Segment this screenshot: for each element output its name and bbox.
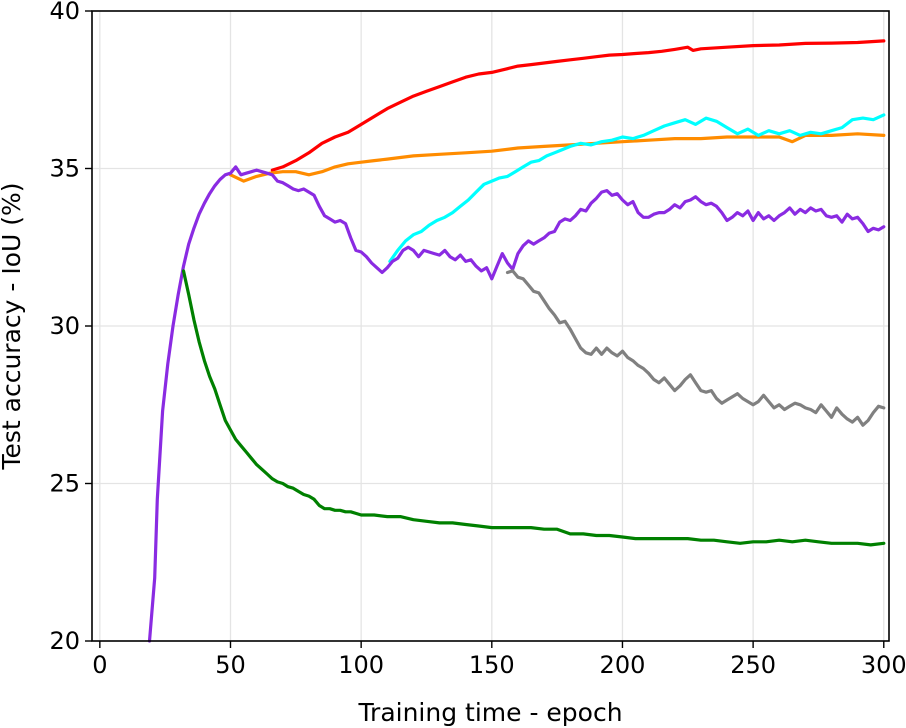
x-axis-label: Training time - epoch: [357, 698, 622, 727]
series-line-6: [181, 269, 886, 547]
series-line-2: [228, 132, 886, 183]
x-tick-label: 150: [469, 651, 515, 679]
x-tick-label: 50: [215, 651, 246, 679]
series-line-3: [388, 113, 886, 263]
x-tick-label: 250: [730, 651, 776, 679]
grid: [92, 10, 889, 642]
x-tick-label: 100: [338, 651, 384, 679]
axis-ticks: 0 50 100 150 200 250 300 20 25 30 35 40: [49, 0, 906, 679]
x-tick-label: 200: [600, 651, 646, 679]
y-tick-label: 35: [49, 155, 80, 183]
series-line-4: [147, 165, 886, 643]
x-tick-label: 300: [861, 651, 906, 679]
y-axis-label: Test accuracy - IoU (%): [0, 182, 26, 470]
y-tick-label: 40: [49, 0, 80, 25]
series-line-5: [505, 269, 886, 427]
y-tick-label: 25: [49, 470, 80, 498]
series-lines: [147, 39, 886, 643]
x-tick-label: 0: [92, 651, 107, 679]
y-tick-label: 20: [49, 627, 80, 655]
series-line-1: [270, 39, 886, 172]
y-tick-label: 30: [49, 312, 80, 340]
